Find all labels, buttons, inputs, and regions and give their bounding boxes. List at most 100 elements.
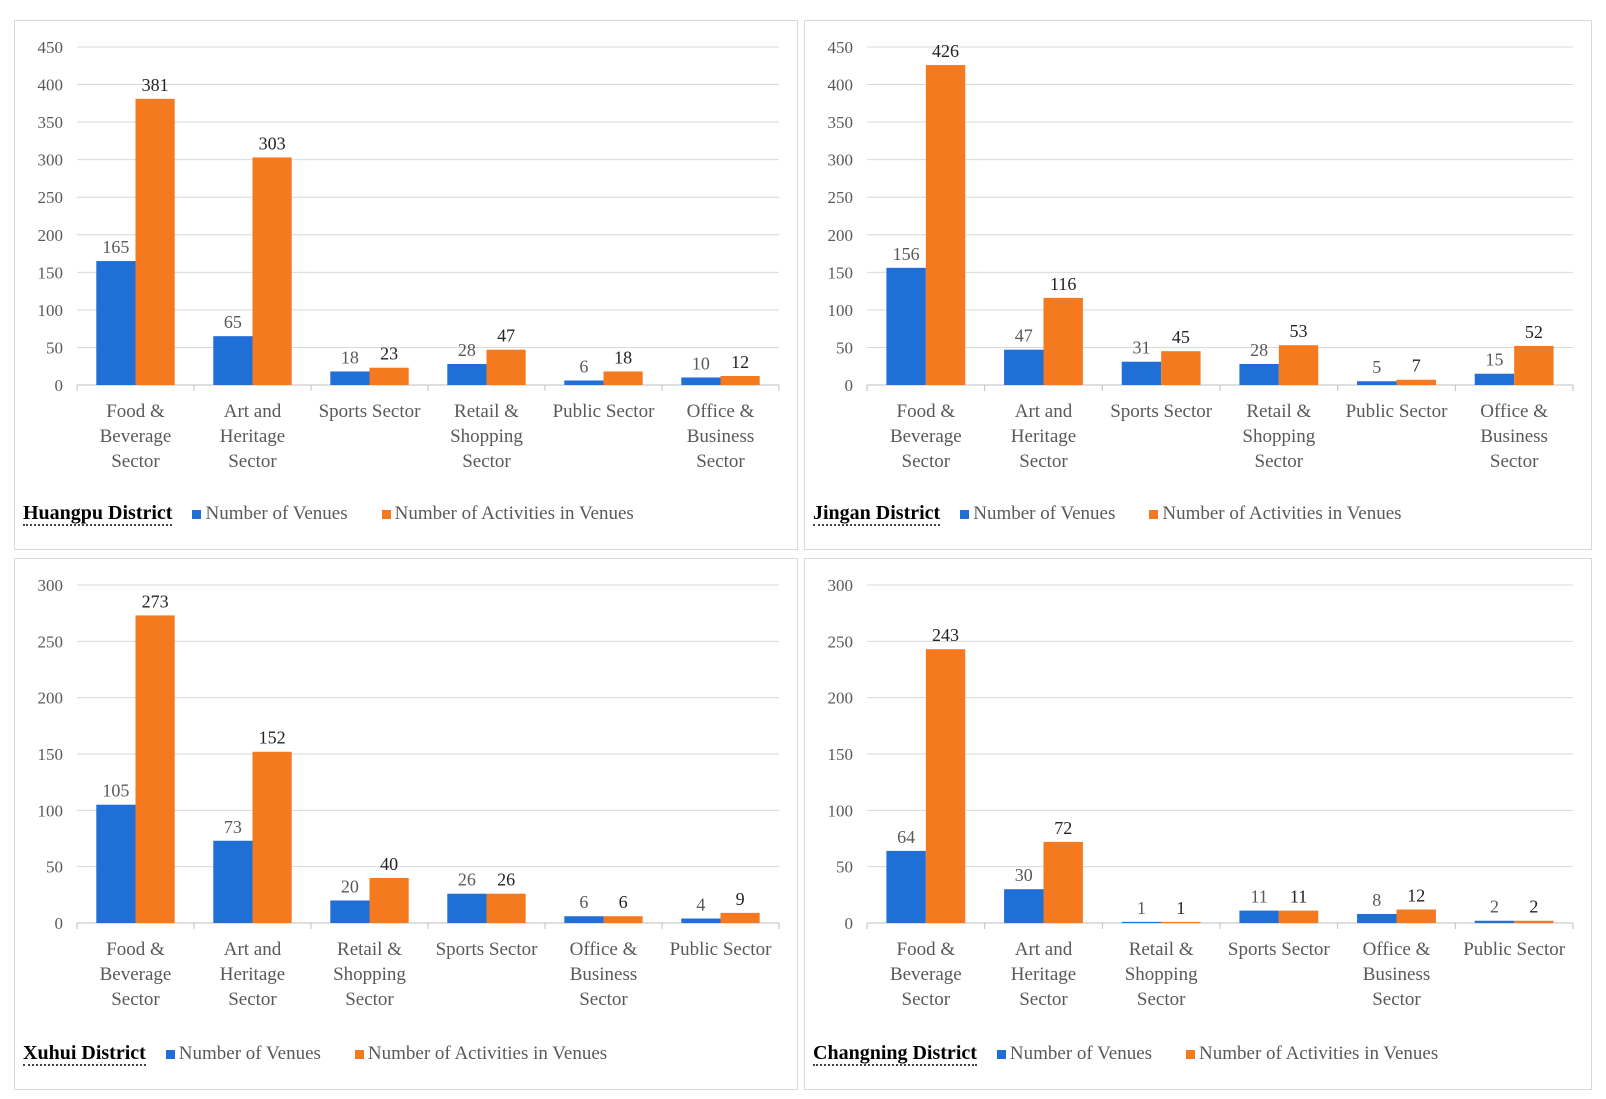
bar-activities-sports-sector: [486, 893, 526, 923]
data-label-activities-food-and-beverage-sector: 243: [932, 625, 959, 645]
x-tick-label-line: Business: [687, 426, 755, 447]
x-tick-label-line: Art and: [224, 401, 282, 422]
x-tick-label-food-and-beverage-sector: Food & Beverage Sector: [100, 939, 172, 1010]
x-tick-label-line: Shopping: [333, 964, 406, 985]
bar-venues-sports-sector: [1121, 361, 1162, 385]
chart-legend: Huangpu District Number of Venues Number…: [23, 499, 668, 529]
data-label-activities-public-sector: 18: [614, 347, 632, 367]
bar-activities-retail-and-shopping-sector: [369, 877, 409, 923]
legend-item-venues: Number of Venues: [192, 503, 348, 525]
x-tick-label-line: Office &: [570, 939, 638, 960]
legend-item-activities: Number of Activities in Venues: [1149, 503, 1402, 525]
bar-venues-public-sector: [564, 380, 604, 385]
chart-legend: Xuhui District Number of Venues Number o…: [23, 1039, 641, 1069]
x-tick-label-line: Food &: [897, 939, 956, 960]
bar-activities-art-and-heritage-sector: [1043, 297, 1083, 385]
data-label-activities-food-and-beverage-sector: 426: [932, 41, 959, 61]
y-tick-label: 150: [38, 263, 64, 282]
bar-venues-retail-and-shopping-sector: [447, 363, 487, 385]
x-tick-label-line: Sector: [902, 989, 951, 1010]
data-label-venues-office-and-business-sector: 15: [1485, 350, 1503, 370]
x-tick-label-line: Office &: [1480, 401, 1548, 422]
chart-panel-changning: 0 50 100 150 200 250 300 64 243 Food & Beverage Sec…: [804, 558, 1592, 1090]
y-tick-label: 200: [38, 226, 64, 245]
x-tick-label-line: Public Sector: [553, 401, 656, 422]
bar-activities-public-sector: [720, 912, 760, 923]
x-tick-label-line: Shopping: [1242, 426, 1315, 447]
bar-venues-art-and-heritage-sector: [213, 336, 253, 385]
bar-activities-art-and-heritage-sector: [252, 751, 292, 923]
legend-label-activities: Number of Activities in Venues: [394, 503, 634, 524]
x-tick-label-line: Sector: [1490, 451, 1539, 472]
y-tick-label: 200: [828, 689, 854, 708]
x-tick-label-line: Food &: [106, 939, 165, 960]
bar-activities-retail-and-shopping-sector: [1161, 921, 1201, 923]
x-tick-label-line: Sector: [579, 989, 628, 1010]
x-tick-label-line: Beverage: [100, 964, 172, 985]
data-label-venues-public-sector: 2: [1490, 897, 1499, 917]
bar-venues-office-and-business-sector: [1474, 373, 1515, 385]
legend-item-venues: Number of Venues: [960, 503, 1115, 525]
data-label-activities-office-and-business-sector: 52: [1525, 322, 1543, 342]
y-tick-label: 150: [38, 745, 64, 764]
data-label-venues-art-and-heritage-sector: 73: [224, 817, 242, 837]
x-tick-label-line: Sector: [111, 989, 160, 1010]
data-label-activities-food-and-beverage-sector: 273: [142, 591, 169, 611]
x-tick-label-retail-and-shopping-sector: Retail & Shopping Sector: [1125, 939, 1198, 1010]
x-tick-label-line: Sector: [1019, 451, 1068, 472]
bar-venues-public-sector: [1357, 381, 1397, 385]
data-label-venues-office-and-business-sector: 6: [579, 892, 588, 912]
x-tick-label-line: Business: [1363, 964, 1431, 985]
data-label-venues-retail-and-shopping-sector: 20: [341, 876, 359, 896]
legend-label-venues: Number of Venues: [973, 503, 1116, 524]
bar-venues-sports-sector: [447, 893, 487, 923]
data-label-venues-retail-and-shopping-sector: 1: [1137, 898, 1146, 918]
bar-venues-retail-and-shopping-sector: [330, 900, 370, 923]
bar-venues-office-and-business-sector: [1357, 913, 1397, 923]
data-label-activities-public-sector: 2: [1529, 897, 1538, 917]
x-tick-label-line: Shopping: [450, 426, 523, 447]
bar-venues-art-and-heritage-sector: [213, 840, 253, 923]
bar-venues-sports-sector: [330, 371, 370, 385]
data-label-activities-retail-and-shopping-sector: 1: [1176, 898, 1185, 918]
x-tick-label-line: Beverage: [100, 426, 172, 447]
x-tick-label-retail-and-shopping-sector: Retail & Shopping Sector: [450, 401, 523, 472]
legend-label-venues: Number of Venues: [1009, 1043, 1153, 1064]
x-tick-label-line: Retail &: [337, 939, 402, 960]
x-tick-label-art-and-heritage-sector: Art and Heritage Sector: [1011, 401, 1076, 472]
y-tick-label: 100: [38, 801, 64, 820]
chart-panel-jingan: 0 50 100 150 200 250 300 350 400 450 156 426 Food & B…: [804, 20, 1592, 550]
x-tick-label-line: Retail &: [1246, 401, 1311, 422]
x-tick-label-line: Sector: [902, 451, 951, 472]
x-tick-label-line: Sports Sector: [1110, 401, 1213, 422]
x-tick-label-sports-sector: Sports Sector: [436, 939, 539, 960]
data-label-venues-sports-sector: 26: [458, 870, 476, 890]
y-tick-label: 250: [828, 632, 854, 651]
y-tick-label: 300: [828, 576, 854, 595]
bar-venues-retail-and-shopping-sector: [1239, 363, 1279, 385]
data-label-venues-office-and-business-sector: 8: [1372, 890, 1381, 910]
x-tick-label-line: Heritage: [220, 964, 285, 985]
data-label-venues-retail-and-shopping-sector: 28: [458, 340, 476, 360]
bar-venues-food-and-beverage-sector: [96, 261, 136, 385]
bar-activities-retail-and-shopping-sector: [486, 349, 526, 385]
bar-venues-food-and-beverage-sector: [96, 804, 136, 923]
x-tick-label-line: Sector: [1137, 989, 1186, 1010]
x-tick-label-line: Food &: [106, 401, 165, 422]
y-tick-label: 150: [828, 745, 854, 764]
data-label-activities-sports-sector: 23: [380, 344, 398, 364]
y-tick-label: 450: [38, 38, 64, 57]
data-label-activities-art-and-heritage-sector: 116: [1050, 274, 1076, 294]
x-tick-label-line: Heritage: [1011, 426, 1076, 447]
data-label-venues-art-and-heritage-sector: 47: [1015, 326, 1033, 346]
data-label-venues-food-and-beverage-sector: 165: [102, 237, 129, 257]
legend-label-activities: Number of Activities in Venues: [1162, 503, 1402, 524]
x-tick-label-office-and-business-sector: Office & Business Sector: [687, 401, 755, 472]
chart-title: Xuhui District: [23, 1042, 146, 1066]
data-label-activities-sports-sector: 26: [497, 870, 515, 890]
data-label-venues-food-and-beverage-sector: 105: [102, 781, 129, 801]
x-tick-label-line: Art and: [1015, 401, 1073, 422]
x-tick-label-food-and-beverage-sector: Food & Beverage Sector: [890, 939, 962, 1010]
bar-venues-office-and-business-sector: [681, 377, 721, 385]
chart-title: Jingan District: [813, 502, 941, 526]
